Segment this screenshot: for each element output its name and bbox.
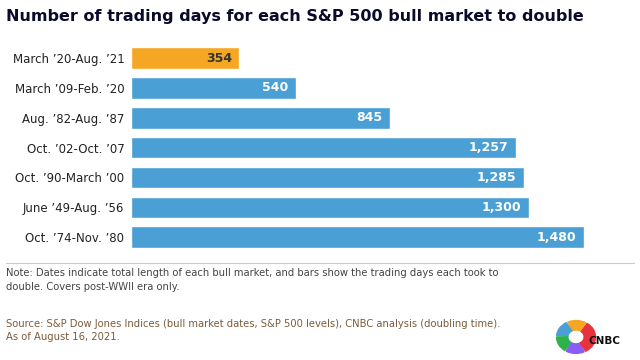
Bar	[131, 77, 296, 99]
Bar	[131, 226, 584, 248]
Text: 354: 354	[205, 51, 232, 64]
Text: 1,257: 1,257	[468, 141, 508, 154]
Text: 1,480: 1,480	[536, 231, 576, 244]
Wedge shape	[580, 338, 595, 351]
Text: 540: 540	[262, 81, 289, 94]
Wedge shape	[566, 343, 584, 354]
Wedge shape	[580, 324, 595, 337]
Bar	[131, 48, 239, 69]
Bar	[131, 167, 524, 188]
Bar	[131, 137, 516, 158]
Wedge shape	[568, 320, 586, 331]
Wedge shape	[557, 323, 572, 336]
Text: Number of trading days for each S&P 500 bull market to double: Number of trading days for each S&P 500 …	[6, 9, 584, 24]
Text: 1,300: 1,300	[481, 201, 521, 214]
Text: 845: 845	[356, 111, 382, 124]
Bar	[131, 107, 390, 129]
Text: Note: Dates indicate total length of each bull market, and bars show the trading: Note: Dates indicate total length of eac…	[6, 268, 499, 292]
Bar	[131, 197, 529, 218]
Wedge shape	[557, 337, 572, 350]
Text: Source: S&P Dow Jones Indices (bull market dates, S&P 500 levels), CNBC analysis: Source: S&P Dow Jones Indices (bull mark…	[6, 319, 500, 342]
Text: 1,285: 1,285	[477, 171, 516, 184]
Text: CNBC: CNBC	[589, 336, 621, 346]
